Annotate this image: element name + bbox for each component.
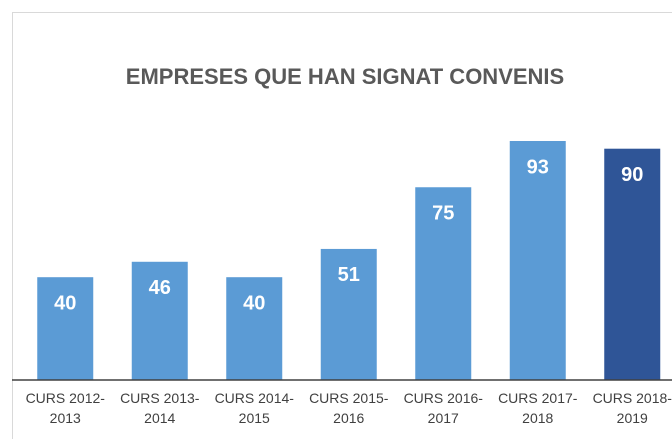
bar [604,148,661,380]
data-label: 51 [338,264,360,286]
chart-title: EMPRESES QUE HAN SIGNAT CONVENIS [126,64,564,89]
data-label: 90 [621,164,643,186]
x-tick-label: CURS 2015-2016 [309,390,389,426]
bar [415,187,472,380]
bar [37,277,94,380]
x-tick-label: CURS 2017-2018 [498,390,578,426]
data-label: 75 [432,203,454,225]
x-tick-label: CURS 2018-2019 [592,390,672,426]
x-tick-label: CURS 2012-2013 [25,390,105,426]
data-label: 40 [243,292,265,314]
chart-frame [12,12,672,439]
bar [320,248,377,380]
x-tick-label: CURS 2016-2017 [403,390,483,426]
data-label: 46 [149,277,171,299]
bar [226,277,283,380]
data-label: 40 [54,292,76,314]
x-tick-label: CURS 2014-2015 [214,390,294,426]
bar [131,261,188,380]
bar [509,140,566,380]
data-label: 93 [527,156,549,178]
x-tick-label: CURS 2013-2014 [120,390,200,426]
